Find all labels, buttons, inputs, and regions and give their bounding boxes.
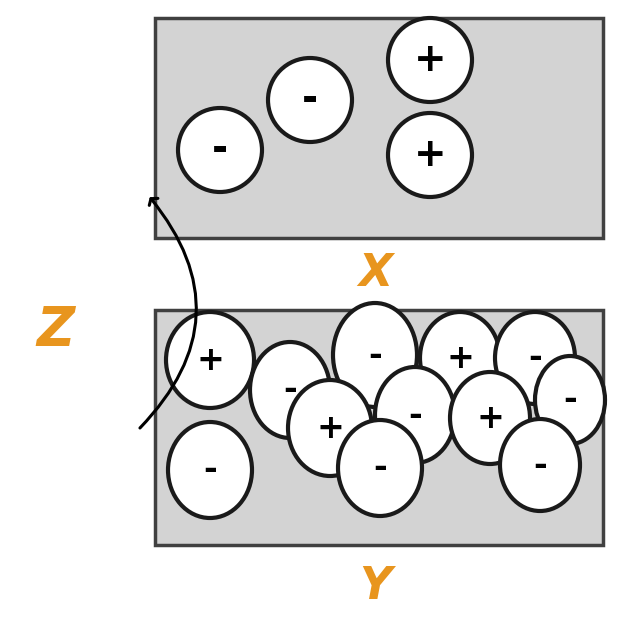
Text: -: - [212, 131, 228, 169]
Text: +: + [316, 412, 344, 445]
Text: -: - [203, 453, 217, 487]
Ellipse shape [500, 419, 580, 511]
Text: +: + [414, 136, 446, 174]
Ellipse shape [420, 312, 500, 404]
Ellipse shape [288, 380, 372, 476]
Text: -: - [283, 373, 297, 407]
Ellipse shape [268, 58, 352, 142]
Text: -: - [533, 448, 547, 482]
Text: -: - [368, 339, 382, 371]
Text: -: - [302, 81, 318, 119]
Text: -: - [528, 342, 542, 374]
Text: -: - [373, 451, 387, 484]
Ellipse shape [333, 303, 417, 407]
Text: -: - [563, 384, 577, 417]
Ellipse shape [375, 367, 455, 463]
Text: +: + [476, 402, 504, 435]
Ellipse shape [338, 420, 422, 516]
Text: Z: Z [36, 304, 74, 356]
Ellipse shape [178, 108, 262, 192]
Bar [155, 310, 603, 545]
Text: X: X [358, 252, 392, 295]
Bar [155, 18, 603, 238]
Ellipse shape [168, 422, 252, 518]
Text: +: + [446, 342, 474, 374]
Ellipse shape [250, 342, 330, 438]
Ellipse shape [450, 372, 530, 464]
Text: -: - [408, 399, 422, 432]
Ellipse shape [388, 18, 472, 102]
Ellipse shape [495, 312, 575, 404]
Text: +: + [196, 343, 224, 376]
Ellipse shape [388, 113, 472, 197]
Text: +: + [414, 41, 446, 79]
Ellipse shape [166, 312, 254, 408]
Ellipse shape [535, 356, 605, 444]
Text: Y: Y [359, 565, 391, 608]
